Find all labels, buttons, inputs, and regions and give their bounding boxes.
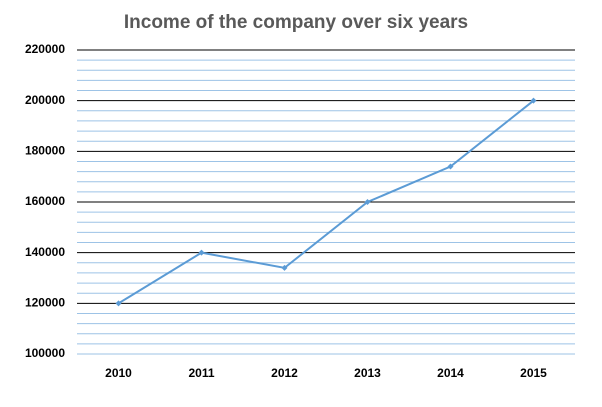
point-marker [198,249,205,256]
chart-title: Income of the company over six years [124,12,468,33]
y-tick-label: 100000 [25,346,65,360]
x-tick-label: 2015 [520,366,547,380]
x-tick-label: 2010 [105,366,132,380]
y-tick-label: 160000 [25,194,65,208]
y-tick-label: 180000 [25,144,65,158]
point-marker [530,97,537,104]
point-marker [447,163,454,170]
x-tick-label: 2012 [271,366,298,380]
point-marker [364,199,371,205]
x-tick-label: 2014 [437,366,464,380]
x-tick-label: 2013 [354,366,381,380]
y-tick-label: 200000 [25,93,65,107]
series-line [117,99,535,305]
point-marker [281,264,288,271]
x-tick-label: 2011 [188,366,214,380]
point-marker [115,300,122,307]
y-tick-label: 140000 [25,245,65,259]
y-tick-label: 120000 [25,296,65,310]
y-tick-label: 220000 [25,42,65,56]
